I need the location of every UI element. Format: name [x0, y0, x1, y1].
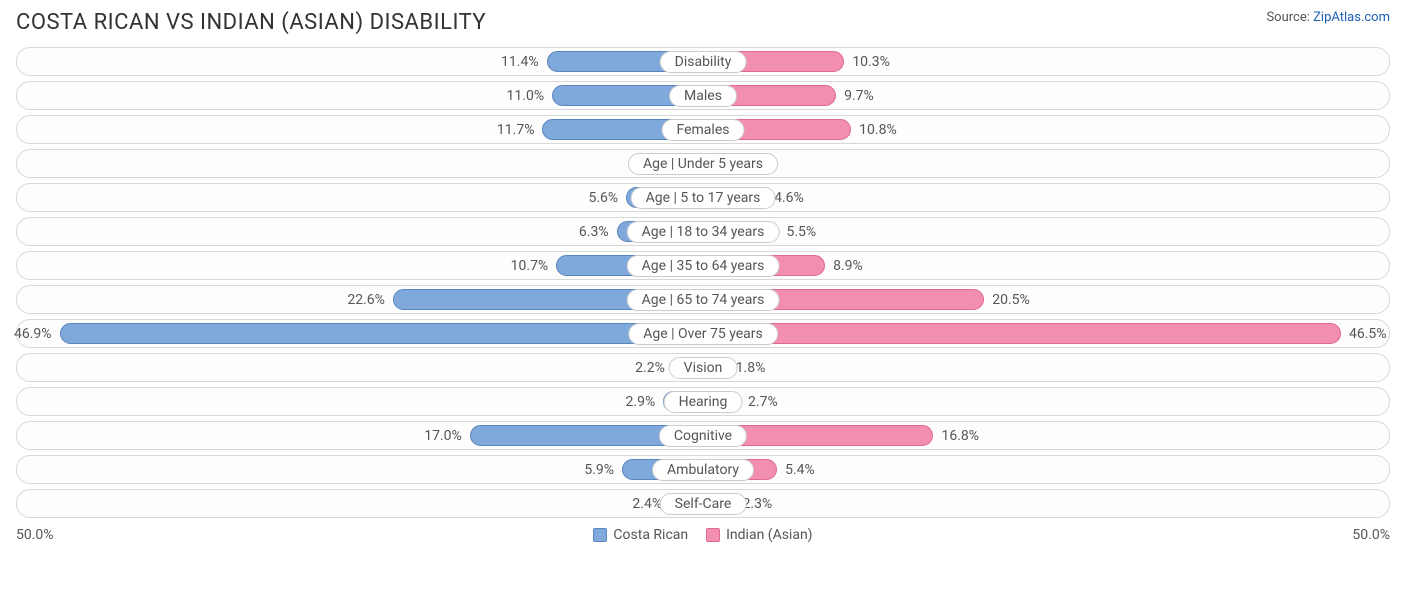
chart-row: 11.0% 9.7% Males [16, 81, 1390, 110]
category-label: Self-Care [660, 493, 747, 515]
value-left: 5.9% [584, 462, 614, 478]
value-left: 10.7% [511, 258, 549, 274]
value-right: 8.9% [833, 258, 863, 274]
chart-area: 11.4%10.3%Disability11.0%9.7%Males11.7%1… [0, 43, 1406, 518]
value-right: 5.5% [786, 224, 816, 240]
axis-legend-row: 50.0% Costa Rican Indian (Asian) 50.0% [0, 523, 1406, 543]
legend-item-right: Indian (Asian) [706, 527, 812, 543]
chart-row: 46.9% 46.5% Age | Over 75 years [16, 319, 1390, 348]
value-left: 11.4% [501, 54, 539, 70]
category-label: Age | Over 75 years [628, 323, 778, 345]
category-label: Hearing [664, 391, 743, 413]
chart-row: 2.4% 2.3%Self-Care [16, 489, 1390, 518]
value-right: 1.8% [736, 360, 766, 376]
value-left: 2.2% [635, 360, 665, 376]
category-label: Age | 5 to 17 years [631, 187, 776, 209]
value-left: 11.0% [507, 88, 545, 104]
legend-swatch-right [706, 528, 720, 542]
chart-row: 2.9% 2.7% Hearing [16, 387, 1390, 416]
source-attribution: Source: ZipAtlas.com [1266, 10, 1390, 25]
value-left: 17.0% [424, 428, 462, 444]
category-label: Vision [669, 357, 738, 379]
value-left: 6.3% [579, 224, 609, 240]
value-right: 46.5% [1349, 326, 1387, 342]
category-label: Females [662, 119, 745, 141]
chart-row: 22.6% 20.5% Age | 65 to 74 years [16, 285, 1390, 314]
value-left: 5.6% [588, 190, 618, 206]
axis-right-max: 50.0% [1352, 527, 1390, 543]
legend-swatch-left [593, 528, 607, 542]
bar-right [703, 323, 1341, 344]
chart-row: 2.2% 1.8%Vision [16, 353, 1390, 382]
category-label: Ambulatory [652, 459, 754, 481]
category-label: Cognitive [659, 425, 747, 447]
bar-left [60, 323, 703, 344]
axis-left-max: 50.0% [16, 527, 54, 543]
chart-row: 11.7% 10.8% Females [16, 115, 1390, 144]
value-right: 2.3% [743, 496, 773, 512]
category-label: Age | 18 to 34 years [627, 221, 780, 243]
chart-row: 17.0% 16.8% Cognitive [16, 421, 1390, 450]
source-link[interactable]: ZipAtlas.com [1313, 10, 1390, 25]
source-label: Source: [1266, 10, 1309, 25]
category-label: Disability [660, 51, 747, 73]
legend-label-left: Costa Rican [613, 527, 688, 543]
category-label: Age | 65 to 74 years [627, 289, 780, 311]
value-right: 9.7% [844, 88, 874, 104]
value-right: 16.8% [941, 428, 979, 444]
chart-row: 5.9% 5.4% Ambulatory [16, 455, 1390, 484]
value-left: 11.7% [497, 122, 535, 138]
value-right: 10.3% [852, 54, 890, 70]
chart-row: 11.4% 10.3% Disability [16, 47, 1390, 76]
chart-row: 10.7% 8.9% Age | 35 to 64 years [16, 251, 1390, 280]
value-right: 10.8% [859, 122, 897, 138]
value-right: 20.5% [992, 292, 1030, 308]
value-right: 2.7% [748, 394, 778, 410]
value-left: 2.9% [626, 394, 656, 410]
category-label: Males [669, 85, 737, 107]
value-left: 46.9% [14, 326, 52, 342]
category-label: Age | 35 to 64 years [627, 255, 780, 277]
legend: Costa Rican Indian (Asian) [593, 527, 812, 543]
value-right: 4.6% [774, 190, 804, 206]
category-label: Age | Under 5 years [628, 153, 778, 175]
chart-row: 6.3% 5.5% Age | 18 to 34 years [16, 217, 1390, 246]
value-left: 22.6% [347, 292, 385, 308]
legend-item-left: Costa Rican [593, 527, 688, 543]
value-right: 5.4% [785, 462, 815, 478]
chart-title: COSTA RICAN VS INDIAN (ASIAN) DISABILITY [16, 10, 486, 35]
value-left: 2.4% [632, 496, 662, 512]
legend-label-right: Indian (Asian) [726, 527, 812, 543]
chart-row: 5.6% 4.6%Age | 5 to 17 years [16, 183, 1390, 212]
chart-row: 1.4%1.0%Age | Under 5 years [16, 149, 1390, 178]
